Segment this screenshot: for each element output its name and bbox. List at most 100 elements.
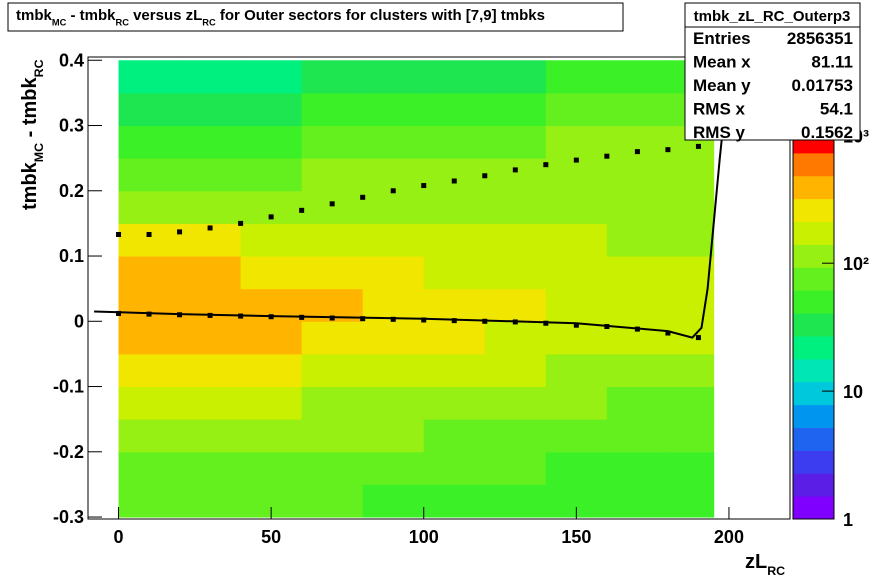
heat-cell: [179, 256, 242, 290]
heat-cell: [240, 158, 303, 192]
colorbar-cell: [793, 496, 834, 520]
heat-cell: [362, 484, 425, 518]
heat-cell: [423, 125, 486, 159]
x-tick-label: 0: [114, 527, 124, 547]
heat-cell: [179, 451, 242, 485]
colorbar-cell: [793, 175, 834, 200]
heat-cell: [362, 321, 425, 355]
heat-cell: [606, 158, 669, 192]
text-part: - tmbk: [19, 76, 41, 142]
heat-cell: [423, 60, 486, 94]
heat-cell: [667, 484, 715, 518]
stats-label: Entries: [693, 29, 751, 48]
profile-point: [604, 324, 610, 329]
profile-point: [482, 318, 488, 324]
text-part: - tmbk: [66, 7, 116, 24]
heat-cell: [301, 92, 364, 127]
heat-cell: [667, 158, 715, 192]
z-tick-label: 10²: [843, 254, 869, 274]
heat-cell: [301, 223, 364, 257]
heat-cell: [606, 419, 669, 453]
heat-cell: [118, 321, 181, 355]
heat-cell: [179, 484, 242, 518]
colorbar-cell: [793, 290, 834, 314]
y-tick-label: -0.1: [53, 377, 84, 397]
text-part: for Outer sectors for clusters with [7,9…: [216, 7, 545, 24]
heat-cell: [545, 353, 608, 388]
heat-cell: [484, 321, 547, 355]
heat-cell: [667, 190, 715, 224]
heat-cell: [179, 321, 242, 355]
heat-cell: [301, 484, 364, 518]
colorbar-cell: [793, 450, 834, 474]
heat-cell: [606, 92, 669, 127]
profile-point: [604, 153, 610, 159]
heat-cell: [179, 92, 242, 127]
profile-point: [665, 330, 671, 336]
heat-cell: [240, 125, 303, 159]
profile-point: [299, 207, 305, 213]
heat-cell: [240, 60, 303, 94]
profile-point: [329, 315, 335, 321]
heat-cell: [484, 125, 547, 159]
heat-cell: [545, 223, 608, 257]
x-tick-label: 200: [714, 527, 744, 547]
profile-point: [482, 173, 488, 179]
profile-point: [451, 318, 457, 324]
heat-cell: [423, 256, 486, 290]
y-tick-label: 0: [74, 311, 84, 331]
heat-cell: [179, 386, 242, 420]
heat-cell: [240, 353, 303, 388]
heat-cell: [362, 386, 425, 420]
y-tick-label: -0.2: [53, 442, 84, 462]
profile-point: [238, 220, 244, 226]
heat-cell: [423, 92, 486, 127]
heat-cell: [362, 125, 425, 159]
heat-cell: [606, 223, 669, 257]
heat-cell: [484, 386, 547, 420]
profile-point: [390, 188, 396, 194]
profile-point: [238, 313, 244, 319]
colorbar-cell: [793, 404, 834, 428]
heat-cell: [301, 419, 364, 453]
heat-cell: [118, 353, 181, 388]
subscript: RC: [202, 17, 216, 27]
heat-cell: [179, 60, 242, 94]
profile-point: [573, 322, 579, 328]
chart-title: tmbkMC - tmbkRC versus zLRC for Outer se…: [16, 7, 545, 27]
colorbar-cell: [793, 427, 834, 451]
profile-point: [177, 312, 183, 318]
stats-value: 0.1562: [801, 123, 853, 142]
heat-cell: [179, 190, 242, 224]
profile-point: [543, 162, 549, 168]
heat-cell: [423, 451, 486, 485]
heat-cell: [240, 223, 303, 257]
colorbar-cell: [793, 473, 834, 497]
profile-point: [329, 201, 335, 207]
heat-cell: [667, 256, 715, 290]
heat-cell: [667, 223, 715, 257]
heat-cell: [118, 288, 181, 322]
heat-cell: [423, 386, 486, 420]
heat-cell: [606, 288, 669, 322]
heat-cell: [484, 256, 547, 290]
y-tick-label: 0.1: [59, 246, 84, 266]
heat-cell: [240, 321, 303, 355]
heat-cell: [301, 256, 364, 290]
stats-label: Mean y: [693, 76, 751, 95]
heat-cell: [545, 386, 608, 420]
text-part: tmbk: [16, 7, 52, 24]
heat-cell: [301, 386, 364, 420]
heat-cell: [240, 256, 303, 290]
heat-cell: [423, 353, 486, 388]
text-part: tmbk: [19, 161, 41, 210]
text-part: zL: [745, 551, 767, 573]
heat-cell: [362, 60, 425, 94]
colorbar-cell: [793, 358, 834, 383]
heat-cell: [301, 158, 364, 192]
stats-value: 81.11: [811, 53, 853, 72]
stats-label: RMS x: [693, 100, 746, 119]
heat-cell: [179, 125, 242, 159]
colorbar-cell: [793, 221, 834, 245]
